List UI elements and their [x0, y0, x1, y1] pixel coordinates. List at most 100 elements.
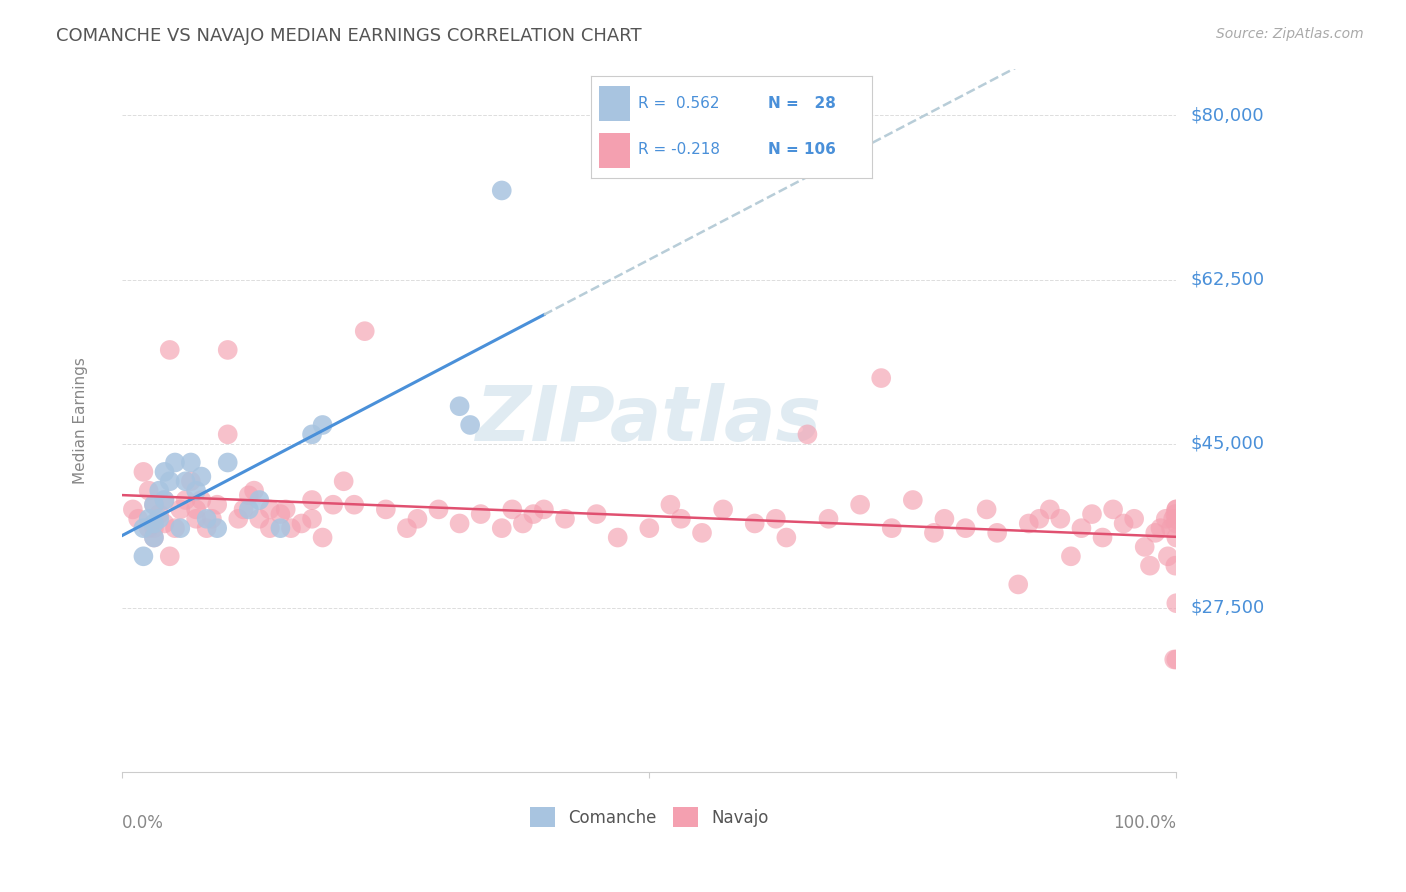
Point	[449, 516, 471, 531]
Point	[606, 531, 628, 545]
Point	[1091, 531, 1114, 545]
Point	[1060, 549, 1083, 564]
Point	[159, 475, 181, 489]
Point	[269, 521, 291, 535]
FancyBboxPatch shape	[599, 133, 630, 168]
Point	[934, 512, 956, 526]
Point	[269, 507, 291, 521]
Point	[1154, 512, 1177, 526]
Point	[142, 531, 165, 545]
Point	[1102, 502, 1125, 516]
Point	[259, 502, 281, 516]
Text: COMANCHE VS NAVAJO MEDIAN EARNINGS CORRELATION CHART: COMANCHE VS NAVAJO MEDIAN EARNINGS CORRE…	[56, 27, 643, 45]
Point	[1049, 512, 1071, 526]
Point	[153, 493, 176, 508]
Point	[217, 455, 239, 469]
Point	[301, 512, 323, 526]
Point	[901, 493, 924, 508]
Point	[247, 493, 270, 508]
Point	[142, 516, 165, 531]
Point	[1070, 521, 1092, 535]
Point	[201, 512, 224, 526]
Point	[669, 512, 692, 526]
Text: $45,000: $45,000	[1191, 434, 1264, 453]
Point	[817, 512, 839, 526]
Text: 100.0%: 100.0%	[1114, 814, 1177, 832]
Point	[1112, 516, 1135, 531]
Point	[217, 343, 239, 357]
Point	[121, 502, 143, 516]
Point	[470, 507, 492, 521]
Point	[501, 502, 523, 516]
Point	[190, 493, 212, 508]
Point	[1133, 540, 1156, 554]
Point	[1139, 558, 1161, 573]
Point	[870, 371, 893, 385]
Point	[163, 521, 186, 535]
Point	[796, 427, 818, 442]
Point	[1161, 512, 1184, 526]
Point	[585, 507, 607, 521]
Point	[311, 531, 333, 545]
Point	[290, 516, 312, 531]
Point	[132, 549, 155, 564]
Point	[427, 502, 450, 516]
Point	[458, 417, 481, 432]
Point	[195, 512, 218, 526]
Point	[1160, 521, 1182, 535]
Point	[184, 483, 207, 498]
Point	[659, 498, 682, 512]
Point	[922, 525, 945, 540]
Point	[148, 512, 170, 526]
Point	[238, 488, 260, 502]
Point	[765, 512, 787, 526]
Point	[1144, 525, 1167, 540]
Point	[138, 521, 160, 535]
FancyBboxPatch shape	[599, 87, 630, 121]
Point	[195, 521, 218, 535]
Point	[744, 516, 766, 531]
Point	[986, 525, 1008, 540]
Point	[1018, 516, 1040, 531]
Point	[127, 512, 149, 526]
Point	[332, 475, 354, 489]
Point	[1166, 512, 1188, 526]
Point	[512, 516, 534, 531]
Point	[311, 417, 333, 432]
Text: $27,500: $27,500	[1191, 599, 1264, 617]
Point	[301, 427, 323, 442]
Point	[322, 498, 344, 512]
Point	[174, 475, 197, 489]
Text: Source: ZipAtlas.com: Source: ZipAtlas.com	[1216, 27, 1364, 41]
Point	[1039, 502, 1062, 516]
Point	[1166, 502, 1188, 516]
Point	[711, 502, 734, 516]
Point	[1007, 577, 1029, 591]
Point	[205, 521, 228, 535]
Text: N =   28: N = 28	[768, 96, 835, 111]
Point	[554, 512, 576, 526]
Point	[159, 549, 181, 564]
Point	[775, 531, 797, 545]
Point	[491, 521, 513, 535]
Point	[205, 498, 228, 512]
Point	[259, 521, 281, 535]
Point	[301, 493, 323, 508]
Point	[153, 493, 176, 508]
Point	[217, 427, 239, 442]
Point	[190, 469, 212, 483]
Point	[142, 498, 165, 512]
Point	[1157, 549, 1180, 564]
Text: 0.0%: 0.0%	[122, 814, 165, 832]
Point	[174, 493, 197, 508]
Point	[1081, 507, 1104, 521]
Point	[184, 502, 207, 516]
Point	[274, 502, 297, 516]
Point	[132, 521, 155, 535]
Point	[243, 483, 266, 498]
Point	[1164, 558, 1187, 573]
Point	[1166, 596, 1188, 610]
Point	[159, 343, 181, 357]
Legend: Comanche, Navajo: Comanche, Navajo	[523, 800, 776, 834]
Point	[148, 483, 170, 498]
